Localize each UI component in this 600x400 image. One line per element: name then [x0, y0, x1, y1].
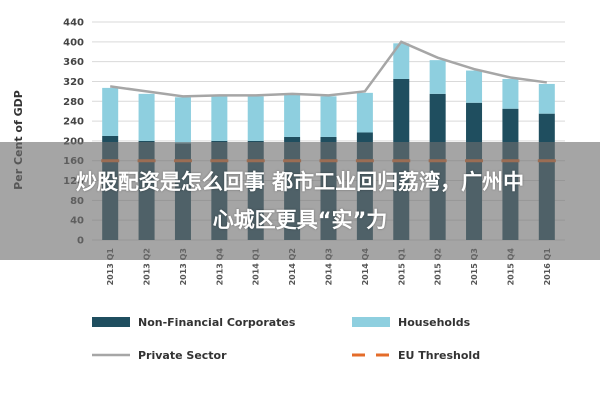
y-tick-label: 360 — [63, 57, 84, 68]
bar-households — [466, 70, 483, 103]
x-tick-label: 2015 Q3 — [470, 248, 479, 285]
x-tick-label: 2013 Q4 — [215, 248, 224, 286]
bar-households — [102, 87, 119, 136]
x-tick-label: 2016 Q1 — [543, 248, 552, 286]
x-tick-label: 2014 Q1 — [252, 248, 261, 286]
x-tick-label: 2013 Q3 — [179, 248, 188, 285]
bar-households — [174, 97, 191, 144]
legend: Non-Financial Corporates Households Privat… — [92, 316, 480, 362]
bar-households — [320, 96, 337, 137]
x-tick-label: 2015 Q4 — [506, 248, 515, 286]
bar-households — [284, 94, 301, 137]
legend-label: Non-Financial Corporates — [138, 316, 296, 329]
y-tick-label: 200 — [63, 136, 84, 147]
legend-swatch — [92, 317, 130, 327]
legend-label: Private Sector — [138, 349, 227, 362]
bar-households — [356, 92, 373, 133]
bar-households — [211, 96, 228, 141]
headline-overlay: 炒股配资是怎么回事 都市工业回归荔湾，广州中 心城区更具“实”力 — [0, 142, 600, 260]
legend-swatch — [352, 317, 390, 327]
y-tick-label: 320 — [63, 77, 84, 88]
private-sector-line — [110, 40, 547, 98]
x-tick-label: 2015 Q1 — [397, 248, 406, 286]
x-tick-label: 2013 Q1 — [106, 248, 115, 286]
bar-households — [538, 83, 555, 114]
x-axis-ticks: 2013 Q1 2013 Q2 2013 Q3 2013 Q4 2014 Q1 2014 … — [106, 248, 552, 286]
bar-households — [247, 96, 264, 141]
bar-households — [393, 43, 410, 79]
bar-households — [429, 60, 446, 94]
bar-households — [138, 93, 155, 141]
x-tick-label: 2014 Q3 — [325, 248, 334, 285]
headline-line-1: 炒股配资是怎么回事 都市工业回归荔湾，广州中 — [75, 170, 525, 194]
headline-line-2: 心城区更具“实”力 — [212, 208, 388, 232]
y-tick-label: 280 — [63, 97, 84, 108]
legend-label: Households — [398, 316, 471, 329]
y-tick-label: 440 — [63, 18, 84, 29]
y-tick-label: 240 — [63, 117, 84, 128]
y-tick-label: 400 — [63, 37, 84, 48]
legend-label: EU Threshold — [398, 349, 480, 362]
x-tick-label: 2014 Q2 — [288, 248, 297, 285]
x-tick-label: 2015 Q2 — [434, 248, 443, 285]
bar-households — [502, 78, 519, 109]
x-tick-label: 2014 Q4 — [361, 248, 370, 286]
x-tick-label: 2013 Q2 — [143, 248, 152, 285]
